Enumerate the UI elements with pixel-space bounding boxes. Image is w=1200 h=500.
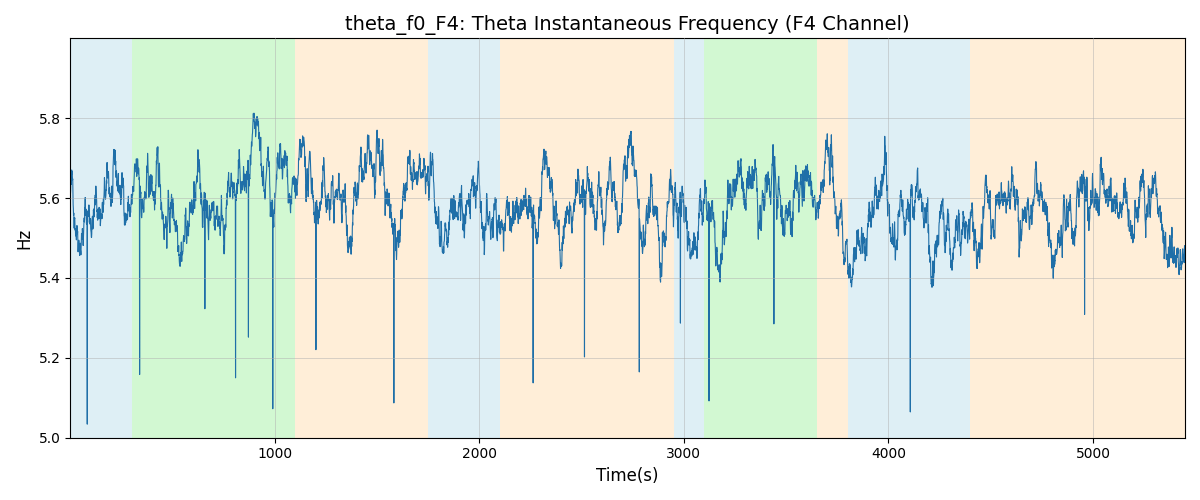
Bar [704, 38, 817, 438]
Y-axis label: Hz: Hz [16, 228, 34, 248]
Bar [295, 38, 428, 438]
Bar [673, 38, 704, 438]
Bar [817, 38, 847, 438]
Bar [971, 38, 1186, 438]
Bar [847, 38, 971, 438]
X-axis label: Time(s): Time(s) [596, 467, 659, 485]
Bar [500, 38, 673, 438]
Title: theta_f0_F4: Theta Instantaneous Frequency (F4 Channel): theta_f0_F4: Theta Instantaneous Frequen… [346, 15, 910, 35]
Bar [132, 38, 295, 438]
Bar [428, 38, 500, 438]
Bar [71, 38, 132, 438]
